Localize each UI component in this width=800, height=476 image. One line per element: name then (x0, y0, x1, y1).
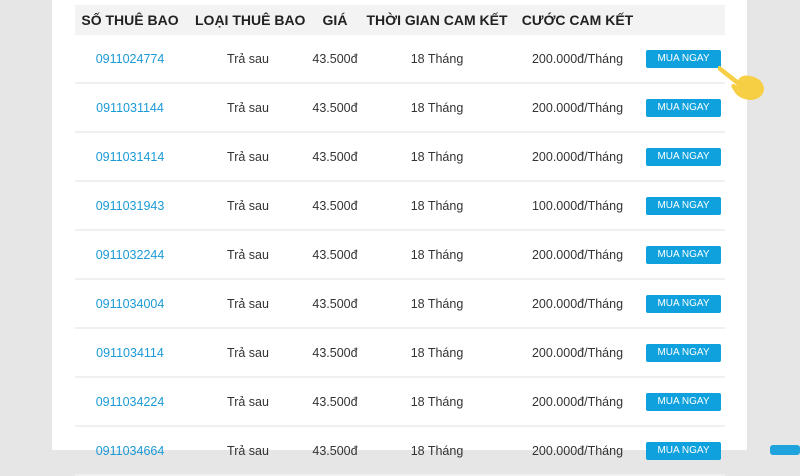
buy-now-button[interactable]: MUA NGAY (646, 147, 721, 166)
subscription-type: Trả sau (227, 394, 269, 409)
commitment-term: 18 Tháng (410, 51, 464, 66)
phone-number-link[interactable]: 0911024774 (95, 51, 165, 66)
phone-number-link[interactable]: 0911031144 (96, 100, 164, 115)
table-row: 0911031943 Trả sau 43.500đ 18 Tháng 100.… (75, 182, 725, 231)
table-row: 0911032244 Trả sau 43.500đ 18 Tháng 200.… (75, 231, 725, 280)
price: 43.500đ (312, 149, 358, 164)
price: 43.500đ (312, 198, 358, 213)
buy-now-button[interactable]: MUA NGAY (646, 49, 721, 68)
pointing-hand-icon (718, 65, 764, 100)
table-row: 0911034664 Trả sau 43.500đ 18 Tháng 200.… (75, 427, 725, 476)
commitment-term: 18 Tháng (410, 345, 464, 360)
subscription-type: Trả sau (227, 198, 269, 213)
floating-button[interactable] (770, 445, 800, 455)
header-type: LOẠI THUÊ BAO (195, 12, 306, 28)
commitment-term: 18 Tháng (410, 149, 464, 164)
commitment-term: 18 Tháng (410, 247, 464, 262)
subscription-type: Trả sau (227, 149, 269, 164)
header-price: GIÁ (322, 12, 348, 28)
subscription-type: Trả sau (227, 345, 269, 360)
buy-now-button[interactable]: MUA NGAY (646, 392, 721, 411)
phone-number-link[interactable]: 0911031943 (95, 198, 165, 213)
price: 43.500đ (312, 443, 358, 458)
commitment-fee: 200.000đ/Tháng (531, 100, 624, 115)
buy-now-button[interactable]: MUA NGAY (646, 196, 721, 215)
commitment-term: 18 Tháng (410, 443, 464, 458)
subscriber-table: SỐ THUÊ BAO LOẠI THUÊ BAO GIÁ THỜI GIAN … (75, 5, 725, 476)
phone-number-link[interactable]: 0911034004 (95, 296, 165, 311)
header-fee: CƯỚC CAM KẾT (521, 12, 634, 28)
commitment-term: 18 Tháng (410, 296, 464, 311)
commitment-fee: 200.000đ/Tháng (531, 443, 624, 458)
buy-now-button[interactable]: MUA NGAY (646, 294, 721, 313)
commitment-fee: 200.000đ/Tháng (531, 296, 624, 311)
phone-number-link[interactable]: 0911031414 (95, 149, 165, 164)
commitment-term: 18 Tháng (410, 100, 464, 115)
header-number: SỐ THUÊ BAO (81, 12, 179, 28)
subscription-type: Trả sau (227, 100, 269, 115)
subscription-type: Trả sau (227, 443, 269, 458)
phone-number-link[interactable]: 0911034224 (95, 394, 165, 409)
price: 43.500đ (312, 394, 358, 409)
buy-now-button[interactable]: MUA NGAY (646, 98, 721, 117)
phone-number-link[interactable]: 0911034664 (95, 443, 165, 458)
table-row: 0911034224 Trả sau 43.500đ 18 Tháng 200.… (75, 378, 725, 427)
commitment-term: 18 Tháng (410, 394, 464, 409)
table-row: 0911024774 Trả sau 43.500đ 18 Tháng 200.… (75, 35, 725, 84)
commitment-term: 18 Tháng (410, 198, 464, 213)
table-row: 0911031144 Trả sau 43.500đ 18 Tháng 200.… (75, 84, 725, 133)
buy-now-button[interactable]: MUA NGAY (646, 245, 721, 264)
content-panel: SỐ THUÊ BAO LOẠI THUÊ BAO GIÁ THỜI GIAN … (52, 0, 747, 476)
price: 43.500đ (312, 345, 358, 360)
buy-now-button[interactable]: MUA NGAY (646, 343, 721, 362)
subscription-type: Trả sau (227, 247, 269, 262)
commitment-fee: 200.000đ/Tháng (531, 394, 624, 409)
table-row: 0911034114 Trả sau 43.500đ 18 Tháng 200.… (75, 329, 725, 378)
phone-number-link[interactable]: 0911032244 (95, 247, 165, 262)
price: 43.500đ (312, 51, 358, 66)
table-row: 0911031414 Trả sau 43.500đ 18 Tháng 200.… (75, 133, 725, 182)
subscription-type: Trả sau (227, 296, 269, 311)
commitment-fee: 100.000đ/Tháng (531, 198, 624, 213)
header-term: THỜI GIAN CAM KẾT (366, 12, 508, 28)
table-header: SỐ THUÊ BAO LOẠI THUÊ BAO GIÁ THỜI GIAN … (75, 5, 725, 35)
subscription-type: Trả sau (227, 51, 269, 66)
price: 43.500đ (312, 296, 358, 311)
table-row: 0911034004 Trả sau 43.500đ 18 Tháng 200.… (75, 280, 725, 329)
commitment-fee: 200.000đ/Tháng (531, 51, 624, 66)
commitment-fee: 200.000đ/Tháng (531, 345, 624, 360)
phone-number-link[interactable]: 0911034114 (96, 345, 164, 360)
commitment-fee: 200.000đ/Tháng (531, 149, 624, 164)
commitment-fee: 200.000đ/Tháng (531, 247, 624, 262)
price: 43.500đ (312, 100, 358, 115)
buy-now-button[interactable]: MUA NGAY (646, 441, 721, 460)
price: 43.500đ (312, 247, 358, 262)
